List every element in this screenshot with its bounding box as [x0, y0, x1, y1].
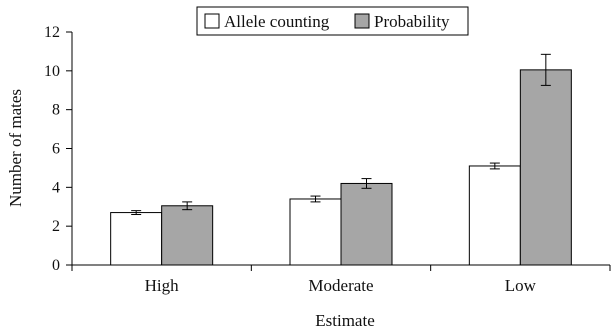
plot-area: 0 2 4 6 8 10 12 High Moderate Low: [44, 24, 611, 295]
legend-label-probability: Probability: [374, 12, 450, 31]
y-tick-label: 4: [52, 179, 60, 196]
bar-allele-counting-moderate: [289, 198, 342, 266]
y-tick-label: 10: [44, 63, 60, 80]
y-tick-label: 0: [52, 257, 60, 274]
legend: Allele counting Probability: [196, 6, 469, 36]
bar-probability-high: [161, 205, 214, 266]
y-tick-label: 6: [52, 141, 60, 158]
legend-label-allele-counting: Allele counting: [224, 12, 330, 31]
legend-swatch-probability: [354, 13, 370, 29]
legend-swatch-allele-counting: [204, 13, 220, 29]
bar-probability-moderate: [340, 182, 393, 266]
legend-box: [196, 6, 469, 36]
bar-allele-counting-low: [468, 165, 521, 266]
x-tick-label: High: [145, 276, 180, 295]
bar-probability-low: [519, 69, 572, 266]
y-axis-title: Number of mates: [6, 89, 25, 207]
y-tick-label: 2: [52, 218, 60, 235]
y-tick-label: 12: [44, 24, 60, 41]
x-tick-label: Low: [505, 276, 537, 295]
x-tick-label: Moderate: [308, 276, 373, 295]
x-axis-title: Estimate: [315, 311, 374, 330]
bar-allele-counting-high: [110, 212, 163, 266]
y-tick-label: 8: [52, 102, 60, 119]
